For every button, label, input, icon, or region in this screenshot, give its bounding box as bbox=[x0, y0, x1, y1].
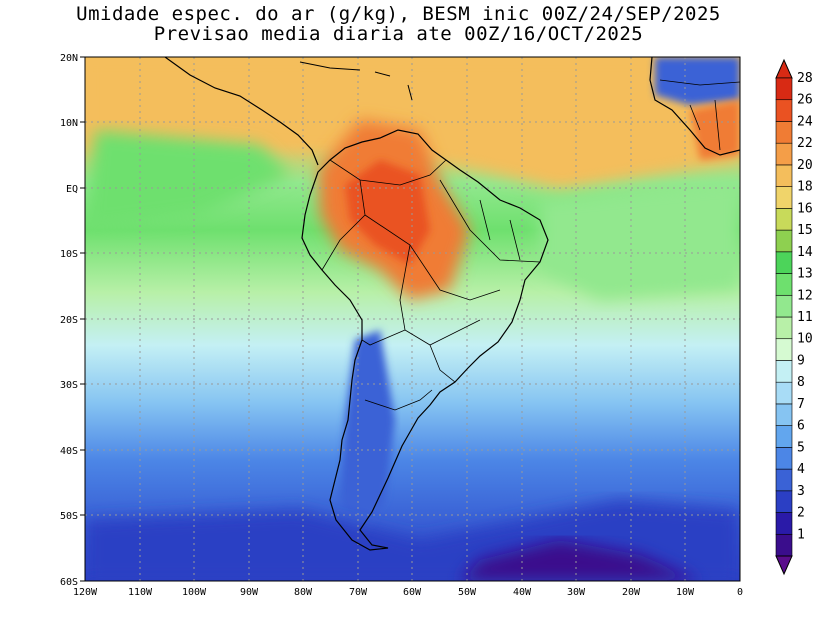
colorbar-label: 20 bbox=[797, 158, 813, 173]
lat-label: 50S bbox=[60, 511, 78, 522]
colorbar-swatch bbox=[775, 447, 793, 470]
field-pacific-moist bbox=[85, 130, 290, 230]
lon-label: 120W bbox=[73, 587, 98, 598]
colorbar-label: 4 bbox=[797, 462, 805, 477]
colorbar-swatch bbox=[775, 381, 793, 405]
central-america-coastline bbox=[164, 57, 319, 166]
lat-label: 20S bbox=[60, 315, 78, 326]
country-borders bbox=[321, 159, 541, 411]
lat-label: 10S bbox=[60, 249, 78, 260]
field-atlantic-moist bbox=[540, 180, 740, 300]
lon-label: 110W bbox=[128, 587, 153, 598]
lon-label: 10W bbox=[676, 587, 695, 598]
colorbar-label: 14 bbox=[797, 245, 813, 260]
colorbar-swatch bbox=[775, 403, 793, 426]
colorbar-label: 15 bbox=[797, 223, 813, 238]
colorbar-label: 12 bbox=[797, 288, 813, 303]
colorbar-label: 18 bbox=[797, 180, 813, 195]
lon-label: 80W bbox=[294, 587, 313, 598]
colorbar-swatch bbox=[775, 77, 793, 101]
colorbar-label: 24 bbox=[797, 114, 813, 129]
lat-label: 20N bbox=[60, 53, 78, 64]
colorbar-label: 16 bbox=[797, 201, 813, 216]
map-field bbox=[85, 57, 740, 581]
colorbar-swatch bbox=[775, 468, 793, 492]
lon-label: 60W bbox=[403, 587, 422, 598]
axis-ticks bbox=[80, 56, 85, 582]
field-sahara-dry bbox=[655, 57, 740, 105]
colorbar-label: 6 bbox=[797, 419, 805, 434]
lon-label: 20W bbox=[622, 587, 641, 598]
colorbar-swatch bbox=[775, 208, 793, 231]
lat-label: 40S bbox=[60, 446, 78, 457]
field-amazon-max bbox=[345, 160, 430, 265]
colorbar-swatch bbox=[775, 186, 793, 209]
lon-label: 50W bbox=[458, 587, 477, 598]
colorbar-swatch bbox=[775, 251, 793, 274]
lat-label: 30S bbox=[60, 380, 78, 391]
colorbar-swatch bbox=[775, 490, 793, 513]
colorbar-label: 5 bbox=[797, 440, 805, 455]
colorbar-swatch bbox=[775, 142, 793, 166]
africa-coastline bbox=[649, 57, 740, 156]
colorbar-swatch bbox=[775, 425, 793, 448]
graticule bbox=[85, 57, 740, 581]
colorbar-label: 11 bbox=[797, 310, 813, 325]
colorbar-swatch bbox=[775, 338, 793, 361]
colorbar-swatch bbox=[775, 273, 793, 296]
map-title-line-1: Umidade espec. do ar (g/kg), BESM inic 0… bbox=[76, 3, 721, 25]
lon-label: 90W bbox=[240, 587, 259, 598]
colorbar-label: 22 bbox=[797, 136, 813, 151]
colorbar-label: 28 bbox=[797, 71, 813, 86]
field-southern-min bbox=[460, 540, 700, 581]
map-title-line-2: Previsao media diaria ate 00Z/16/OCT/202… bbox=[153, 23, 644, 45]
colorbar-label: 7 bbox=[797, 397, 805, 412]
colorbar-label: 26 bbox=[797, 93, 813, 108]
caribbean-islands bbox=[299, 61, 413, 101]
colorbar-label: 3 bbox=[797, 484, 805, 499]
colorbar-swatch bbox=[775, 316, 793, 340]
south-america-coastline bbox=[301, 129, 549, 551]
colorbar-max-arrow bbox=[775, 58, 793, 79]
lon-label: 70W bbox=[349, 587, 368, 598]
colorbar-label: 9 bbox=[797, 353, 805, 368]
lat-label: 10N bbox=[60, 118, 78, 129]
lat-label: 60S bbox=[60, 577, 78, 588]
lon-label: 40W bbox=[513, 587, 532, 598]
colorbar-label: 13 bbox=[797, 267, 813, 282]
colorbar-min-arrow bbox=[775, 555, 793, 576]
colorbar-swatch bbox=[775, 121, 793, 144]
colorbar-swatch bbox=[775, 512, 793, 535]
africa-borders bbox=[659, 79, 740, 151]
lon-label: 30W bbox=[567, 587, 586, 598]
lon-label: 100W bbox=[182, 587, 207, 598]
colorbar-swatch bbox=[775, 229, 793, 253]
colorbar-swatch bbox=[775, 99, 793, 122]
colorbar-label: 10 bbox=[797, 332, 813, 347]
colorbar-label: 2 bbox=[797, 506, 805, 521]
colorbar-swatch bbox=[775, 294, 793, 318]
colorbar-swatch bbox=[775, 533, 793, 557]
colorbar-swatch bbox=[775, 360, 793, 383]
lon-label: 0 bbox=[737, 587, 743, 598]
colorbar-label: 1 bbox=[797, 527, 805, 542]
field-andes-dry bbox=[340, 330, 395, 540]
lat-label: EQ bbox=[66, 184, 78, 195]
colorbar-swatch bbox=[775, 164, 793, 187]
colorbar-label: 8 bbox=[797, 375, 805, 390]
